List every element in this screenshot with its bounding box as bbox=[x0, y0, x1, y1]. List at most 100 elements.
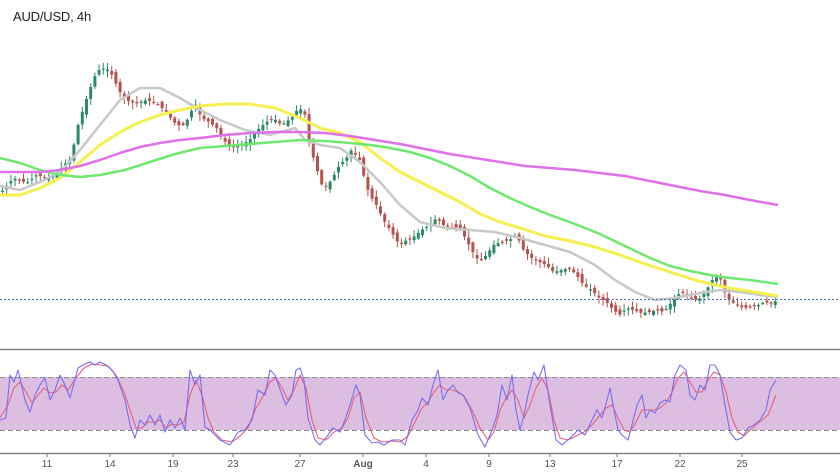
candle-up bbox=[668, 303, 672, 310]
candle-down bbox=[164, 110, 168, 112]
candle-down bbox=[500, 241, 504, 243]
candle-up bbox=[295, 110, 298, 116]
candle-up bbox=[282, 123, 286, 125]
candle-down bbox=[173, 117, 177, 123]
candle-up bbox=[416, 232, 420, 239]
candle-down bbox=[639, 309, 643, 313]
candle-down bbox=[38, 173, 42, 177]
candle-down bbox=[122, 93, 126, 98]
x-tick-label: Aug bbox=[353, 459, 372, 470]
candle-up bbox=[773, 301, 777, 305]
candle-down bbox=[437, 219, 441, 221]
candle-down bbox=[17, 179, 21, 181]
candle-up bbox=[89, 86, 93, 99]
candle-down bbox=[211, 118, 214, 125]
candle-down bbox=[110, 70, 114, 75]
stochastic-k-line bbox=[0, 361, 777, 448]
candle-down bbox=[505, 239, 508, 241]
candle-up bbox=[185, 119, 189, 126]
candle-up bbox=[425, 226, 429, 228]
candle-down bbox=[223, 137, 227, 142]
candle-down bbox=[580, 274, 584, 283]
candle-down bbox=[358, 157, 361, 160]
candle-down bbox=[748, 306, 752, 308]
candle-up bbox=[139, 101, 143, 103]
candle-down bbox=[169, 111, 172, 118]
candle-down bbox=[400, 242, 403, 245]
candle-up bbox=[664, 308, 668, 311]
candle-down bbox=[530, 253, 534, 259]
candle-down bbox=[736, 304, 739, 306]
stochastic-d-line bbox=[0, 363, 777, 443]
x-tick-label: 4 bbox=[423, 459, 429, 470]
candle-down bbox=[576, 272, 580, 277]
candle-down bbox=[547, 263, 550, 267]
candle-down bbox=[610, 303, 613, 308]
candle-down bbox=[551, 266, 555, 272]
candle-down bbox=[614, 305, 618, 312]
x-tick-label: 22 bbox=[674, 459, 686, 470]
candle-down bbox=[446, 225, 450, 227]
candle-down bbox=[681, 291, 685, 294]
candle-up bbox=[702, 293, 706, 297]
candle-down bbox=[370, 188, 374, 199]
candle-down bbox=[202, 115, 206, 120]
candle-up bbox=[622, 310, 626, 312]
candle-up bbox=[34, 175, 38, 177]
candle-up bbox=[589, 289, 592, 291]
candle-down bbox=[471, 242, 475, 253]
candle-up bbox=[93, 76, 97, 87]
candle-down bbox=[135, 102, 139, 104]
candle-up bbox=[559, 270, 563, 273]
candle-up bbox=[299, 109, 303, 114]
candle-down bbox=[160, 101, 164, 109]
candle-up bbox=[101, 68, 105, 70]
x-tick-label: 11 bbox=[42, 459, 53, 470]
candle-up bbox=[85, 99, 88, 115]
candle-up bbox=[30, 178, 34, 180]
candle-down bbox=[601, 296, 605, 301]
candle-up bbox=[652, 310, 655, 316]
candle-down bbox=[526, 249, 529, 254]
candle-down bbox=[744, 305, 748, 308]
candle-down bbox=[752, 305, 756, 307]
candle-down bbox=[206, 118, 210, 122]
candle-up bbox=[715, 276, 718, 282]
candle-up bbox=[626, 308, 630, 310]
candle-up bbox=[345, 157, 349, 161]
x-tick-label: 25 bbox=[736, 459, 748, 470]
x-tick-label: 9 bbox=[486, 459, 492, 470]
candle-down bbox=[534, 259, 538, 261]
chart-title: AUD/USD, 4h bbox=[13, 9, 91, 24]
candle-up bbox=[76, 124, 80, 145]
candle-down bbox=[114, 71, 118, 84]
candle-down bbox=[731, 300, 735, 303]
candle-down bbox=[353, 152, 357, 155]
candle-down bbox=[316, 155, 319, 172]
candle-down bbox=[118, 82, 122, 93]
candle-down bbox=[219, 127, 223, 136]
candle-up bbox=[328, 181, 332, 190]
candle-down bbox=[181, 123, 185, 125]
candle-down bbox=[689, 297, 693, 299]
candle-up bbox=[761, 302, 765, 305]
sma-yellow-line bbox=[0, 102, 779, 298]
candle-up bbox=[106, 69, 109, 72]
candle-down bbox=[215, 123, 219, 129]
candle-up bbox=[72, 144, 76, 161]
candle-up bbox=[143, 100, 147, 104]
candle-down bbox=[152, 101, 156, 104]
sma-green-line bbox=[0, 138, 779, 286]
candle-down bbox=[43, 177, 46, 179]
candle-down bbox=[442, 219, 445, 225]
candle-down bbox=[740, 305, 744, 308]
candle-down bbox=[395, 232, 399, 242]
candle-up bbox=[261, 125, 265, 131]
sma-magenta-line bbox=[0, 130, 779, 207]
candle-down bbox=[458, 224, 462, 230]
x-tick-label: 13 bbox=[544, 459, 556, 470]
candle-down bbox=[568, 267, 571, 269]
candle-down bbox=[278, 120, 282, 124]
candle-up bbox=[433, 219, 437, 225]
